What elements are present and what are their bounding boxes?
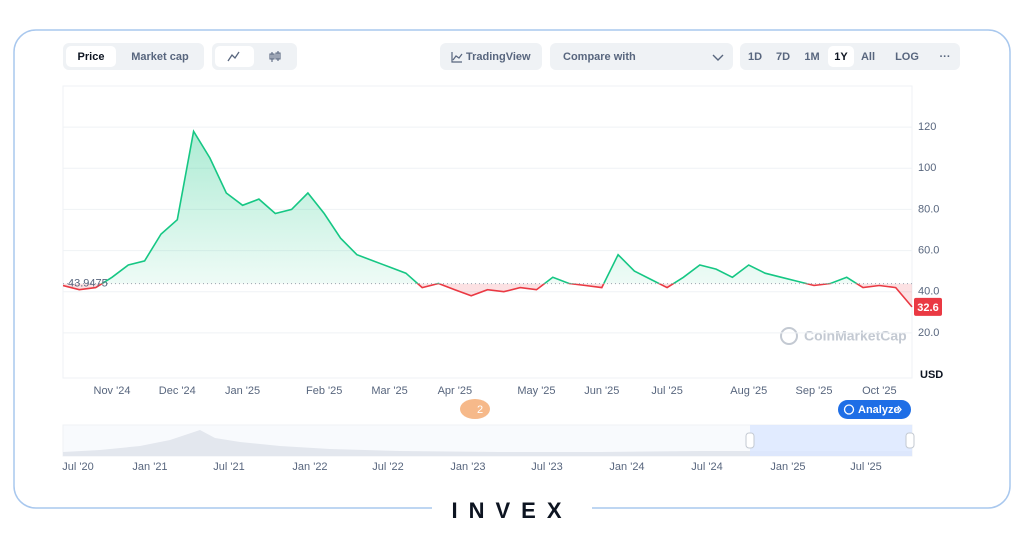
compare-label[interactable]: Compare with — [563, 51, 636, 63]
analyze-arrow — [897, 405, 902, 414]
range-active — [828, 46, 854, 67]
navigator-selection[interactable] — [750, 425, 912, 456]
navigator-label: Jul '23 — [531, 461, 562, 473]
price-line-down — [63, 283, 913, 308]
navigator-handle[interactable] — [745, 432, 755, 449]
chevron — [712, 54, 724, 61]
candle-icon[interactable] — [269, 51, 281, 62]
y-tick-label: 120 — [918, 121, 936, 133]
tradingview-label[interactable]: TradingView — [466, 51, 531, 63]
x-tick-label: Nov '24 — [94, 385, 131, 397]
navigator-label: Jul '25 — [850, 461, 881, 473]
x-tick-label: Feb '25 — [306, 385, 342, 397]
tradingview-button[interactable] — [440, 43, 542, 70]
analyze-button[interactable] — [838, 400, 911, 419]
y-tick-label: 20.0 — [918, 327, 939, 339]
x-tick-label: Jan '25 — [225, 385, 260, 397]
line-icon-button[interactable] — [215, 46, 254, 67]
navigator-label: Jan '22 — [292, 461, 327, 473]
y-tick-label: 40.0 — [918, 286, 939, 298]
range-button[interactable]: 1D — [748, 51, 762, 63]
range-button[interactable]: 1Y — [834, 51, 848, 63]
watermark-icon — [780, 327, 798, 345]
last-price-label: 32.6 — [917, 302, 938, 314]
range-button[interactable]: 7D — [776, 51, 790, 63]
y-tick-label: 60.0 — [918, 244, 939, 256]
x-tick-label: Aug '25 — [730, 385, 767, 397]
event-count[interactable]: 2 — [477, 404, 483, 416]
navigator-label: Jan '23 — [450, 461, 485, 473]
range-button[interactable]: 1M — [804, 51, 819, 63]
navigator-label: Jan '21 — [132, 461, 167, 473]
unit-label: USD — [920, 369, 943, 381]
watermark: CoinMarketCap — [804, 328, 907, 344]
x-tick-label: Jun '25 — [584, 385, 619, 397]
navigator-area — [63, 430, 912, 456]
logo-bg — [432, 498, 592, 524]
price-line-up — [100, 129, 859, 284]
chart: 20.0 40.0 60.0 80.0 100 120 Nov '24 Dec '24 Jan … — [63, 121, 942, 397]
navigator-label: Jul '22 — [372, 461, 403, 473]
range-button[interactable]: LOG — [895, 51, 919, 63]
tv-icon — [451, 52, 463, 63]
event-badge[interactable] — [460, 399, 490, 419]
x-tick-label: Jul '25 — [651, 385, 682, 397]
x-tick-label: Oct '25 — [862, 385, 897, 397]
x-tick-label: Apr '25 — [438, 385, 473, 397]
x-tick-label: May '25 — [517, 385, 555, 397]
compare-select[interactable] — [550, 43, 733, 70]
line-icon — [227, 51, 240, 62]
price-area-up — [102, 131, 857, 284]
more-button[interactable]: ··· — [940, 51, 951, 63]
y-tick-label: 80.0 — [918, 203, 939, 215]
navigator-label: Jan '24 — [609, 461, 644, 473]
tab[interactable]: Market cap — [131, 51, 189, 63]
x-tick-label: Sep '25 — [796, 385, 833, 397]
tab[interactable]: Price — [78, 51, 105, 63]
tab-active — [66, 46, 116, 67]
navigator-label: Jul '21 — [213, 461, 244, 473]
analyze-icon — [843, 404, 855, 415]
navigator-label: Jan '25 — [770, 461, 805, 473]
analyze-label[interactable]: Analyze — [858, 404, 900, 416]
last-price-badge — [914, 297, 942, 316]
y-tick-label: 100 — [918, 162, 936, 174]
x-tick-label: Dec '24 — [159, 385, 196, 397]
logo: INVEX — [451, 498, 572, 523]
navigator-label: Jul '20 — [62, 461, 93, 473]
navigator-label: Jul '24 — [691, 461, 722, 473]
price-area-down — [63, 283, 912, 307]
reference-label: 43.9475 — [68, 277, 108, 289]
x-tick-label: Mar '25 — [371, 385, 407, 397]
navigator-handle[interactable] — [905, 432, 915, 449]
range-button[interactable]: All — [861, 51, 875, 63]
